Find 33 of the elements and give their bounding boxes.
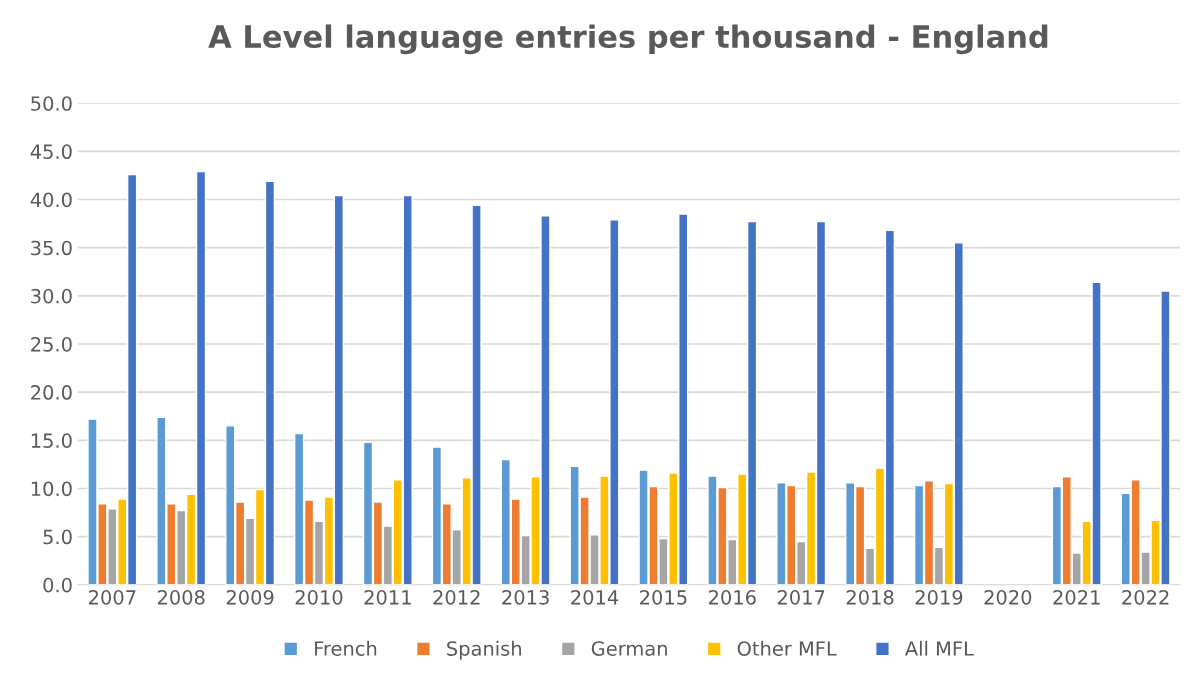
y-tick-label: 50.0 bbox=[31, 96, 72, 111]
y-tick-label: 25.0 bbox=[31, 336, 72, 352]
y-tick-label: 5.0 bbox=[43, 529, 72, 545]
x-tick-label: 2019 bbox=[915, 590, 963, 605]
y-tick-label: 35.0 bbox=[31, 240, 72, 256]
legend-label: Spanish bbox=[447, 640, 521, 660]
x-tick-label: 2012 bbox=[433, 590, 480, 605]
x-tick-label: 2007 bbox=[88, 590, 136, 605]
y-tick-label: 0.0 bbox=[43, 577, 72, 593]
x-tick-label: 2009 bbox=[226, 590, 274, 605]
y-tick-label: 30.0 bbox=[31, 288, 72, 304]
x-tick-label: 2013 bbox=[502, 590, 549, 605]
x-tick-label: 2020 bbox=[984, 590, 1032, 605]
x-tick-label: 2015 bbox=[640, 590, 687, 605]
x-tick-label: 2014 bbox=[571, 590, 619, 605]
y-tick-label: 15.0 bbox=[31, 433, 72, 448]
chart-title: A Level language entries per thousand - England bbox=[208, 24, 1048, 55]
x-tick-label: 2022 bbox=[1122, 590, 1169, 605]
y-tick-label: 45.0 bbox=[30, 144, 72, 160]
x-tick-label: 2017 bbox=[777, 590, 825, 605]
legend-label: Other MFL bbox=[737, 640, 837, 656]
x-tick-label: 2010 bbox=[295, 590, 343, 605]
legend-label: French bbox=[315, 640, 377, 656]
legend-label: German bbox=[591, 641, 667, 656]
y-tick-label: 40.0 bbox=[30, 192, 72, 208]
x-tick-label: 2008 bbox=[157, 590, 205, 605]
x-tick-label: 2011 bbox=[364, 590, 411, 605]
x-tick-label: 2016 bbox=[708, 590, 756, 605]
x-tick-label: 2018 bbox=[846, 590, 894, 605]
y-tick-label: 20.0 bbox=[31, 385, 72, 400]
legend-label: All MFL bbox=[904, 640, 974, 656]
y-tick-label: 10.0 bbox=[31, 481, 72, 497]
x-tick-label: 2021 bbox=[1053, 590, 1100, 605]
